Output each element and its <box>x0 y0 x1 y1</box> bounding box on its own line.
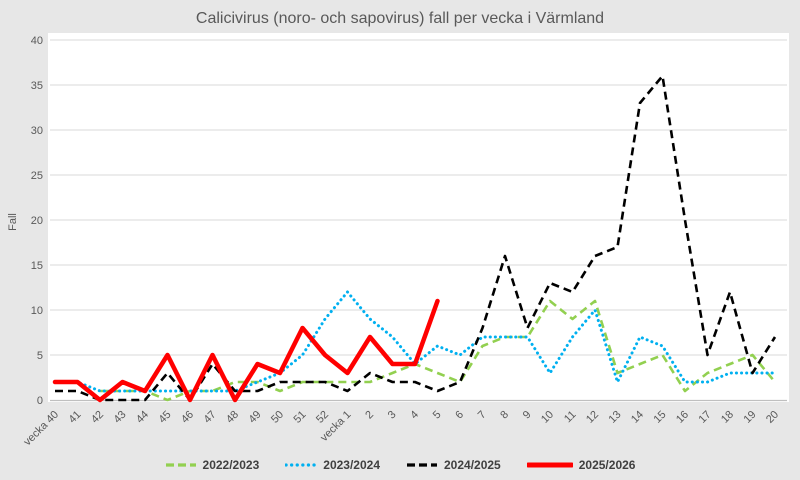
x-tick-label: 48 <box>224 409 241 426</box>
x-tick-label: 3 <box>386 409 399 422</box>
x-tick-label: 50 <box>269 409 286 426</box>
x-tick-label: 6 <box>453 409 466 422</box>
y-axis-title: Fall <box>7 213 19 231</box>
x-tick-label: 19 <box>741 409 758 426</box>
y-tick-label: 15 <box>31 260 43 272</box>
y-tick-label: 10 <box>31 305 43 317</box>
x-tick-label: 17 <box>696 409 713 426</box>
x-tick-label: 10 <box>539 409 556 426</box>
x-tick-label: 9 <box>521 409 534 422</box>
legend-item-2024-2025: 2024/2025 <box>406 458 501 472</box>
x-tick-label: 41 <box>66 409 83 426</box>
chart-legend: 2022/2023 2023/2024 2024/2025 2025/2026 <box>0 458 800 472</box>
y-tick-label: 30 <box>31 125 43 137</box>
series-line-2023-2024 <box>53 290 777 393</box>
series-line-2024-2025 <box>55 74 777 402</box>
legend-label: 2022/2023 <box>202 458 260 472</box>
legend-line-sample <box>285 463 318 467</box>
x-tick-label: 52 <box>314 409 331 426</box>
x-tick-label: 15 <box>651 409 668 426</box>
x-tick-label: 7 <box>476 409 489 422</box>
y-tick-label: 25 <box>31 170 43 182</box>
x-tick-label: 8 <box>498 409 511 422</box>
legend-item-2022-2023: 2022/2023 <box>165 458 260 472</box>
x-tick-label: 11 <box>562 409 579 426</box>
y-tick-label: 0 <box>37 395 43 407</box>
x-tick-label: 20 <box>764 409 781 426</box>
legend-item-2025-2026: 2025/2026 <box>526 458 636 472</box>
x-tick-label: 44 <box>134 409 151 426</box>
x-tick-label: 5 <box>431 409 444 422</box>
legend-label: 2023/2024 <box>323 458 380 472</box>
x-tick-label: 4 <box>408 409 421 422</box>
x-tick-label: vecka 40 <box>22 409 62 449</box>
y-tick-label: 20 <box>31 215 43 227</box>
legend-line-sample <box>407 463 437 467</box>
x-tick-label: 47 <box>201 409 218 426</box>
x-tick-label: 14 <box>629 409 646 426</box>
x-tick-label: 18 <box>719 409 736 426</box>
x-tick-label: 12 <box>584 409 601 426</box>
series-line-2025-2026 <box>52 298 440 403</box>
y-tick-label: 40 <box>31 35 43 47</box>
x-tick-label: 51 <box>291 409 308 426</box>
x-tick-label: 16 <box>674 409 691 426</box>
x-tick-label: 49 <box>246 409 263 426</box>
x-tick-label: 43 <box>111 409 128 426</box>
legend-item-2023-2024: 2023/2024 <box>285 458 380 472</box>
legend-line-sample <box>165 463 196 467</box>
x-tick-label: 42 <box>89 409 106 426</box>
x-tick-label: 13 <box>606 409 623 426</box>
x-tick-label: 2 <box>363 409 376 422</box>
x-tick-label: 46 <box>179 409 196 426</box>
legend-label: 2025/2026 <box>578 458 636 472</box>
legend-line-sample <box>526 462 573 468</box>
x-tick-label: 45 <box>156 409 173 426</box>
plot-area <box>48 33 789 402</box>
series-line-2022-2023 <box>100 299 776 402</box>
y-tick-label: 35 <box>31 80 43 92</box>
chart-title: Calicivirus (noro- och sapovirus) fall p… <box>195 10 605 27</box>
legend-label: 2024/2025 <box>444 458 501 472</box>
y-axis-ticks: 0 5 10 15 20 25 30 35 40 <box>31 35 43 407</box>
y-tick-label: 5 <box>37 350 43 362</box>
